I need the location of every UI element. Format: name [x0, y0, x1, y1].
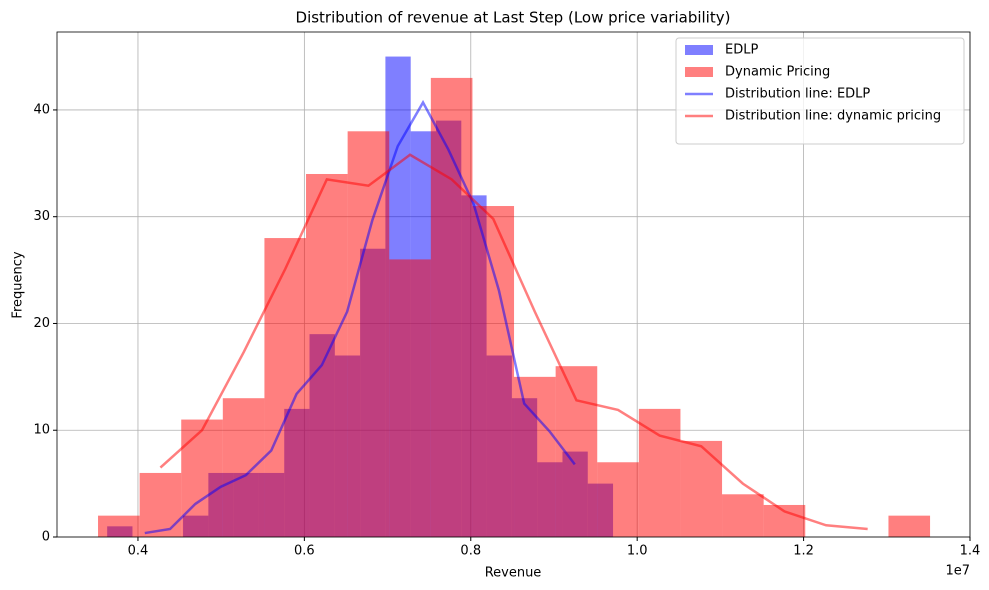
plot-frame — [56, 31, 971, 538]
legend-box — [675, 37, 965, 145]
y-tick-label: 40 — [33, 102, 50, 117]
histogram-bar — [430, 77, 473, 537]
legend-label: Dynamic Pricing — [725, 65, 830, 80]
x-offset-label: 1e7 — [945, 564, 970, 579]
legend-label: EDLP — [725, 43, 758, 58]
histogram-bar — [222, 398, 265, 537]
histogram-bar — [638, 408, 681, 537]
y-tick-label: 0 — [42, 530, 50, 545]
legend: EDLP Dynamic Pricing Distribution line: ED… — [675, 37, 965, 145]
legend-patch — [685, 45, 713, 55]
histogram-bar — [680, 440, 723, 537]
histogram-bar — [555, 366, 598, 537]
histogram-bar — [763, 504, 806, 537]
histogram-bar — [181, 419, 223, 537]
histogram-bar — [98, 515, 140, 537]
y-axis-label: Frequency — [11, 251, 26, 318]
x-tick-label: 1.0 — [627, 544, 648, 559]
legend-patch — [685, 67, 713, 77]
histogram-bar — [389, 259, 431, 537]
x-axis-label: Revenue — [485, 566, 542, 581]
y-tick-label: 20 — [33, 316, 50, 331]
histogram-bar — [139, 472, 182, 537]
histogram-bar — [347, 131, 390, 537]
legend-label: Distribution line: dynamic pricing — [725, 109, 941, 124]
x-tick-label: 0.6 — [294, 544, 315, 559]
x-tick-label: 1.2 — [793, 544, 814, 559]
histogram-bar — [722, 494, 764, 537]
distribution-line — [144, 99, 576, 535]
histogram-bar — [888, 515, 931, 537]
y-tick-label: 10 — [33, 423, 50, 438]
x-tick-label: 1.4 — [960, 544, 981, 559]
histogram-bar — [264, 238, 307, 538]
chart-title: Distribution of revenue at Last Step (Lo… — [296, 9, 731, 27]
y-tick-label: 30 — [33, 209, 50, 224]
histogram-bar — [597, 462, 639, 537]
plot-area — [98, 56, 931, 538]
histogram-bar — [514, 376, 556, 537]
histogram-bar — [472, 206, 515, 538]
x-tick-label: 0.8 — [460, 544, 481, 559]
x-tick-label: 0.4 — [128, 544, 149, 559]
legend-label: Distribution line: EDLP — [725, 87, 870, 102]
distribution-line — [159, 153, 868, 531]
